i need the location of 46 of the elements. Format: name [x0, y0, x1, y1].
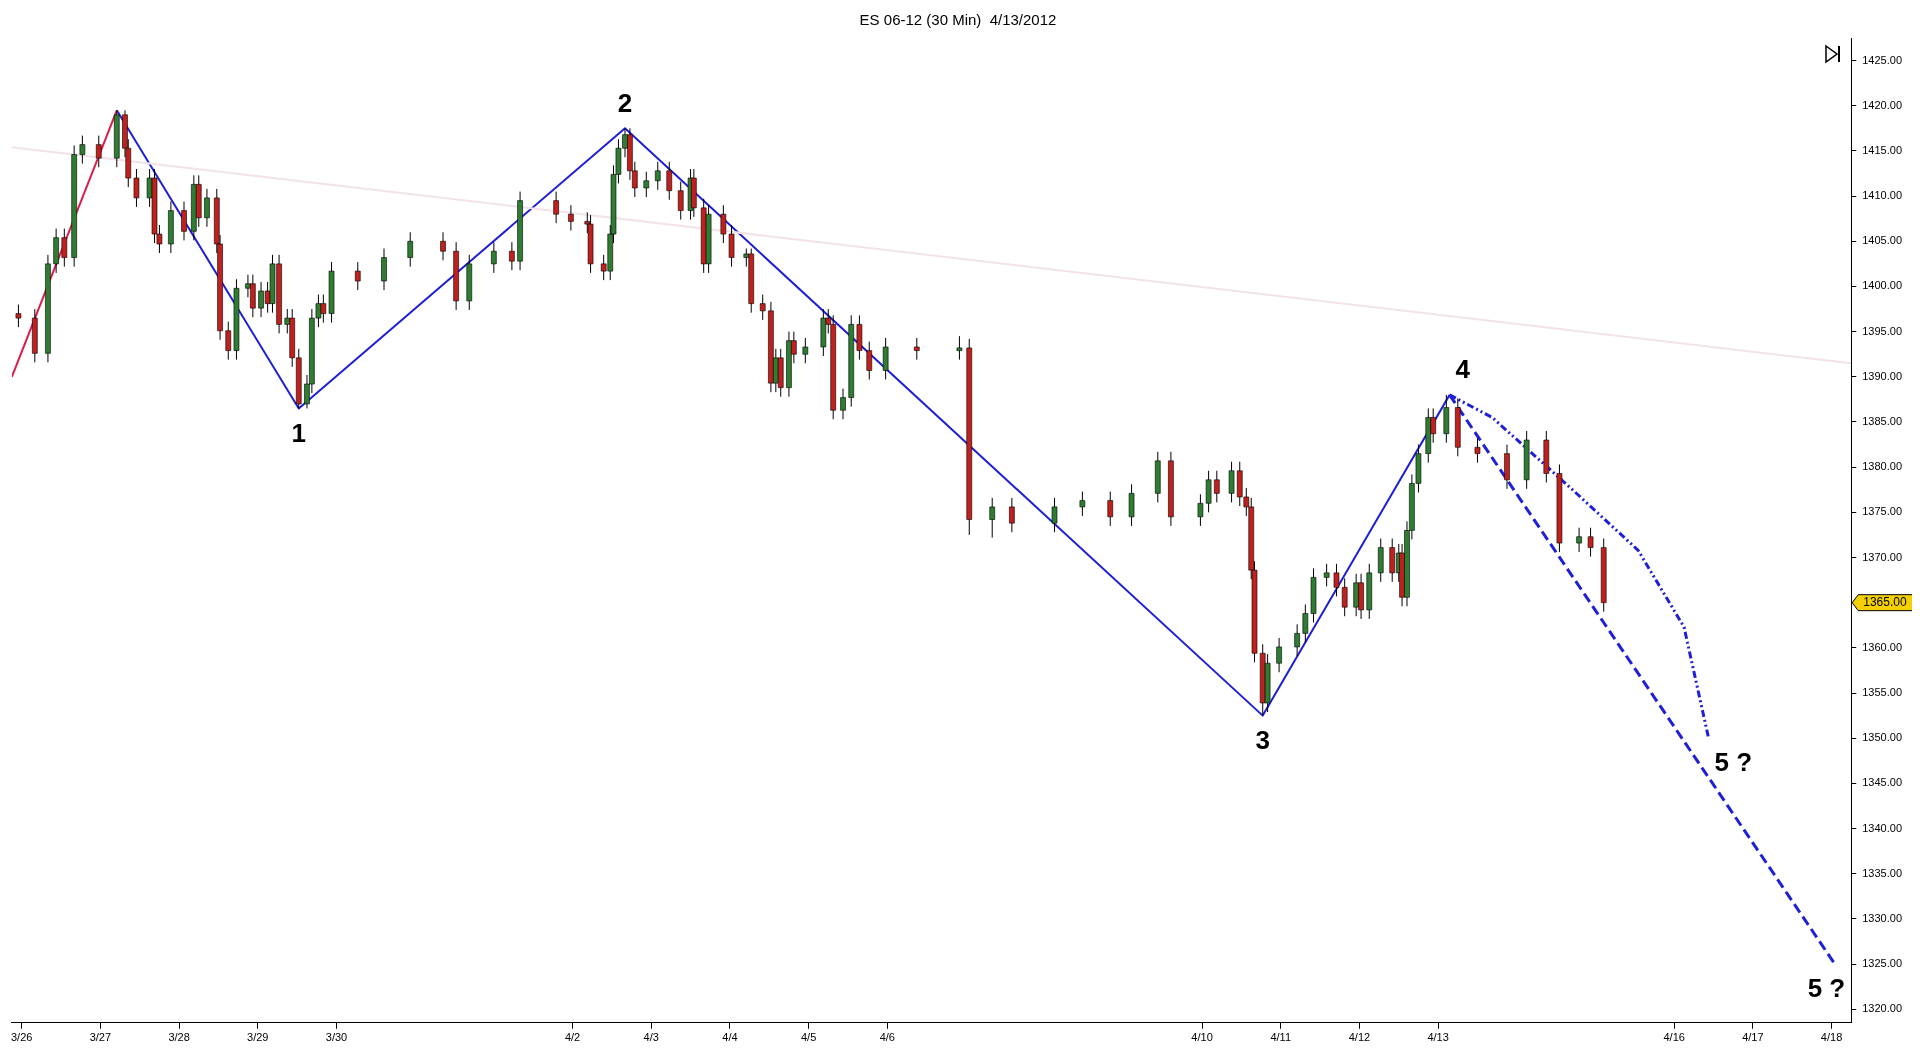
x-tick-label: 4/5 — [800, 1031, 817, 1044]
x-tick-label: 4/4 — [722, 1031, 738, 1044]
y-tick-label: 1340.00 — [1862, 821, 1902, 834]
chart-title: ES 06-12 (30 Min) 4/13/2012 — [859, 11, 1057, 29]
x-tick-label: 3/28 — [168, 1031, 190, 1044]
y-tick-label: 1320.00 — [1862, 1002, 1902, 1015]
y-tick-label: 1390.00 — [1862, 369, 1902, 382]
y-tick-label: 1360.00 — [1862, 640, 1902, 653]
y-tick-label: 1335.00 — [1862, 866, 1902, 879]
y-tick-label: 1405.00 — [1862, 234, 1902, 247]
x-tick-label: 4/16 — [1663, 1031, 1685, 1044]
x-tick-label: 4/11 — [1270, 1031, 1292, 1044]
x-tick-label: 4/12 — [1348, 1031, 1371, 1044]
x-tick-label: 4/17 — [1742, 1031, 1764, 1044]
y-tick-label: 1345.00 — [1862, 776, 1902, 789]
x-tick-label: 4/2 — [564, 1031, 581, 1044]
x-tick-label: 4/10 — [1191, 1031, 1213, 1044]
y-tick-label: 1410.00 — [1862, 189, 1902, 202]
y-tick-label: 1350.00 — [1862, 731, 1902, 744]
x-tick-label: 3/27 — [89, 1031, 112, 1044]
x-tick-label: 3/30 — [325, 1031, 348, 1044]
annotation: 5 ? — [1714, 747, 1753, 778]
annotation: 3 — [1255, 724, 1270, 755]
x-tick-label: 3/26 — [10, 1031, 33, 1044]
y-tick-label: 1330.00 — [1862, 911, 1902, 924]
x-tick-label: 4/18 — [1820, 1031, 1843, 1044]
annotation: 4 — [1455, 354, 1471, 385]
y-tick-label: 1415.00 — [1862, 143, 1902, 156]
x-tick-label: 4/13 — [1427, 1031, 1449, 1044]
annotation: 5 ? — [1807, 973, 1846, 1004]
y-tick-label: 1375.00 — [1862, 505, 1902, 518]
y-tick-label: 1380.00 — [1862, 460, 1902, 473]
text: 1365.00 — [1863, 594, 1907, 609]
y-tick-label: 1385.00 — [1862, 415, 1902, 428]
annotation: 2 — [617, 87, 633, 118]
x-tick-label: 4/3 — [643, 1031, 659, 1044]
y-tick-label: 1355.00 — [1862, 686, 1902, 699]
y-tick-label: 1395.00 — [1862, 324, 1902, 337]
annotation: 1 — [291, 417, 306, 448]
y-tick-label: 1370.00 — [1862, 550, 1902, 563]
y-tick-label: 1325.00 — [1862, 957, 1902, 970]
y-tick-label: 1420.00 — [1862, 98, 1902, 111]
x-tick-label: 4/6 — [879, 1031, 895, 1044]
y-tick-label: 1425.00 — [1862, 53, 1902, 66]
x-tick-label: 3/29 — [247, 1031, 269, 1044]
y-tick-label: 1400.00 — [1862, 279, 1902, 292]
